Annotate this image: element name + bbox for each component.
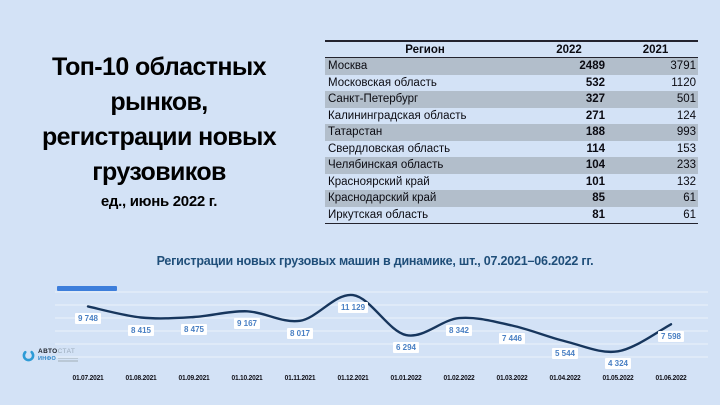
slide-title-line: рынков, — [110, 88, 208, 116]
cell-2022: 104 — [585, 159, 605, 172]
table-body: Москва 2489 3791 Московская область 532 1120 С… — [325, 57, 698, 224]
table-row: Московская область 532 1120 — [325, 75, 698, 92]
x-axis-label: 01.06.2022 — [655, 375, 687, 382]
cell-2022: 327 — [585, 93, 605, 106]
cell-2022: 532 — [585, 76, 605, 89]
column-header-2021: 2021 — [613, 40, 698, 58]
point-label: 6 294 — [392, 342, 420, 354]
point-label: 9 167 — [233, 318, 261, 330]
cell-2022: 2489 — [579, 60, 605, 73]
cell-2021: 233 — [676, 159, 696, 172]
column-header-2022: 2022 — [525, 40, 613, 58]
legend-marker — [57, 286, 117, 291]
point-label: 8 415 — [127, 324, 155, 336]
table-row: Красноярский край 101 132 — [325, 174, 698, 191]
logo-text: АВТОСТАТ ИНФО — [38, 348, 79, 363]
cell-region: Челябинская область — [328, 159, 444, 172]
cell-2022: 114 — [586, 142, 605, 155]
point-labels-layer: 9 748 8 415 8 475 9 167 8 017 11 129 6 294 8 34… — [40, 282, 710, 372]
cell-2021: 124 — [676, 109, 696, 122]
slide-title-block: Топ-10 областных рынков, регистрации нов… — [28, 50, 290, 210]
x-axis-label: 01.10.2021 — [231, 375, 263, 382]
x-axis-label: 01.02.2022 — [443, 375, 475, 382]
point-label: 8 475 — [180, 324, 208, 335]
x-axis-label: 01.03.2022 — [496, 375, 528, 382]
column-header-region: Регион — [325, 40, 525, 58]
cell-region: Иркутская область — [325, 206, 525, 224]
autostat-logo-icon — [22, 349, 35, 362]
slide-title-line: грузовиков — [92, 158, 226, 186]
trend-line-chart: 9 748 8 415 8 475 9 167 8 017 11 129 6 294 8 34… — [40, 282, 710, 400]
cell-2022: 188 — [585, 126, 605, 139]
slide-subtitle: ед., июнь 2022 г. — [100, 193, 218, 210]
point-label: 7 446 — [498, 332, 526, 344]
top10-regions-table: Регион 2022 2021 Москва 2489 3791 Московска… — [325, 40, 698, 224]
point-label: 8 342 — [445, 325, 473, 337]
chart-title: Регистрации новых грузовых машин в динам… — [156, 254, 594, 268]
logo-brand-light: СТАТ — [57, 348, 76, 355]
point-label: 4 324 — [604, 358, 632, 370]
cell-2022: 271 — [585, 109, 605, 122]
cell-2021: 3791 — [670, 60, 696, 73]
x-axis-label: 01.08.2021 — [125, 375, 157, 382]
cell-2021: 132 — [676, 175, 696, 188]
cell-2021: 61 — [683, 192, 696, 205]
table-row: Свердловская область 114 153 — [325, 141, 698, 158]
autostat-logo: АВТОСТАТ ИНФО — [22, 348, 79, 363]
cell-region: Краснодарский край — [328, 192, 437, 205]
table-row: Калининградская область 271 124 — [325, 108, 698, 125]
x-axis-labels: 01.07.2021 01.08.2021 01.09.2021 01.10.2021… — [40, 375, 710, 389]
slide-title-line: Топ-10 областных — [52, 53, 267, 81]
point-label: 7 598 — [657, 331, 685, 343]
logo-brand-bold: АВТО — [38, 348, 58, 355]
table-header: Регион 2022 2021 — [325, 40, 698, 58]
x-axis-label: 01.09.2021 — [178, 375, 210, 382]
cell-2022: 101 — [585, 175, 605, 188]
table-row: Санкт-Петербург 327 501 — [325, 91, 698, 108]
cell-2021: 153 — [676, 142, 696, 155]
cell-region: Калининградская область — [328, 109, 467, 122]
cell-2021: 1120 — [671, 76, 696, 89]
table-row: Челябинская область 104 233 — [325, 157, 698, 174]
x-axis-label: 01.07.2021 — [72, 375, 104, 382]
point-label: 9 748 — [74, 313, 102, 325]
cell-2022: 81 — [525, 206, 613, 224]
table-row: Татарстан 188 993 — [325, 124, 698, 141]
table-row: Иркутская область 81 61 — [325, 206, 698, 224]
logo-tagline-bars — [58, 357, 79, 362]
point-label: 8 017 — [286, 327, 314, 339]
cell-2022: 85 — [592, 192, 605, 205]
logo-sub-brand: ИНФО — [38, 356, 57, 362]
cell-2021: 993 — [676, 126, 696, 139]
cell-2021: 501 — [676, 93, 696, 106]
cell-region: Красноярский край — [328, 175, 430, 188]
x-axis-label: 01.11.2021 — [284, 375, 316, 382]
cell-region: Свердловская область — [328, 142, 451, 155]
cell-region: Татарстан — [328, 126, 383, 139]
table-row: Москва 2489 3791 — [325, 57, 698, 75]
cell-2021: 61 — [613, 206, 698, 224]
x-axis-label: 01.01.2022 — [390, 375, 422, 382]
slide-title-line: регистрации новых — [41, 123, 277, 151]
cell-region: Санкт-Петербург — [328, 93, 419, 106]
line-chart-canvas — [55, 286, 708, 358]
point-label: 5 544 — [551, 348, 579, 360]
trend-line-series — [86, 293, 673, 354]
cell-region: Москва — [328, 60, 368, 73]
x-axis-label: 01.05.2022 — [602, 375, 634, 382]
cell-region: Московская область — [328, 76, 437, 89]
table-row: Краснодарский край 85 61 — [325, 190, 698, 207]
point-label: 11 129 — [337, 302, 369, 314]
x-axis-label: 01.12.2021 — [337, 375, 369, 382]
x-axis-label: 01.04.2022 — [549, 375, 581, 382]
